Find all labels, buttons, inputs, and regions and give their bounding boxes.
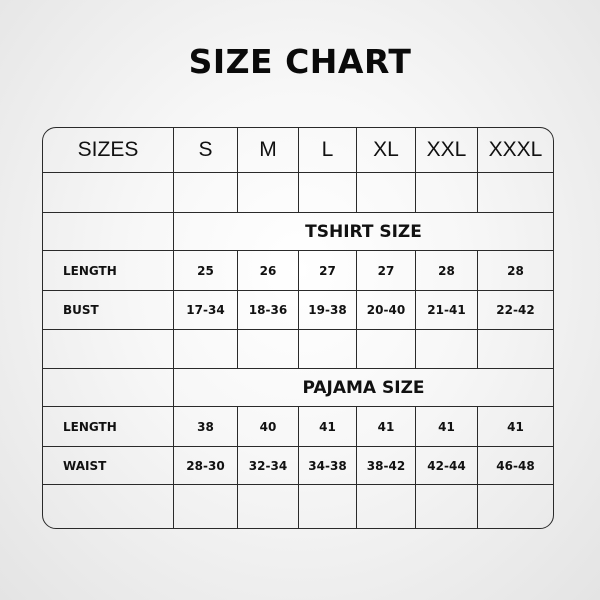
value-cell: 32-34 xyxy=(238,447,299,485)
empty-cell xyxy=(478,330,553,369)
tshirt-section-title: TSHIRT SIZE xyxy=(174,213,553,251)
size-header-cell: XL xyxy=(357,128,416,173)
empty-cell xyxy=(416,485,478,528)
empty-cell xyxy=(174,173,238,213)
size-header-cell: S xyxy=(174,128,238,173)
empty-cell xyxy=(478,485,553,528)
value-cell: 17-34 xyxy=(174,291,238,330)
empty-cell xyxy=(238,173,299,213)
empty-cell xyxy=(43,369,174,407)
empty-cell xyxy=(416,173,478,213)
value-cell: 20-40 xyxy=(357,291,416,330)
size-header-cell: XXXL xyxy=(478,128,553,173)
empty-cell xyxy=(238,485,299,528)
size-header-cell: XXL xyxy=(416,128,478,173)
value-cell: 21-41 xyxy=(416,291,478,330)
value-cell: 34-38 xyxy=(299,447,357,485)
size-header-cell: L xyxy=(299,128,357,173)
value-cell: 41 xyxy=(299,407,357,447)
value-cell: 41 xyxy=(357,407,416,447)
empty-cell xyxy=(43,485,174,528)
row-label: BUST xyxy=(43,291,174,330)
empty-cell xyxy=(478,173,553,213)
value-cell: 40 xyxy=(238,407,299,447)
empty-cell xyxy=(43,330,174,369)
value-cell: 46-48 xyxy=(478,447,553,485)
empty-cell xyxy=(357,173,416,213)
empty-cell xyxy=(357,330,416,369)
empty-cell xyxy=(174,330,238,369)
value-cell: 27 xyxy=(357,251,416,291)
value-cell: 28-30 xyxy=(174,447,238,485)
value-cell: 42-44 xyxy=(416,447,478,485)
value-cell: 19-38 xyxy=(299,291,357,330)
empty-cell xyxy=(357,485,416,528)
row-label: WAIST xyxy=(43,447,174,485)
value-cell: 41 xyxy=(416,407,478,447)
empty-cell xyxy=(43,173,174,213)
empty-cell xyxy=(238,330,299,369)
value-cell: 38 xyxy=(174,407,238,447)
size-chart-table: SIZES S M L XL XXL XXXL TSHIRT SIZE LENGTH 25 26 27… xyxy=(42,127,554,529)
empty-cell xyxy=(43,213,174,251)
page-title: SIZE CHART xyxy=(188,42,412,81)
value-cell: 18-36 xyxy=(238,291,299,330)
value-cell: 22-42 xyxy=(478,291,553,330)
empty-cell xyxy=(174,485,238,528)
pajama-section-title: PAJAMA SIZE xyxy=(174,369,553,407)
value-cell: 26 xyxy=(238,251,299,291)
empty-cell xyxy=(299,485,357,528)
sizes-header: SIZES xyxy=(43,128,174,173)
value-cell: 25 xyxy=(174,251,238,291)
row-label: LENGTH xyxy=(43,407,174,447)
value-cell: 28 xyxy=(416,251,478,291)
empty-cell xyxy=(299,173,357,213)
value-cell: 41 xyxy=(478,407,553,447)
row-label: LENGTH xyxy=(43,251,174,291)
value-cell: 27 xyxy=(299,251,357,291)
empty-cell xyxy=(299,330,357,369)
size-header-cell: M xyxy=(238,128,299,173)
empty-cell xyxy=(416,330,478,369)
value-cell: 28 xyxy=(478,251,553,291)
value-cell: 38-42 xyxy=(357,447,416,485)
